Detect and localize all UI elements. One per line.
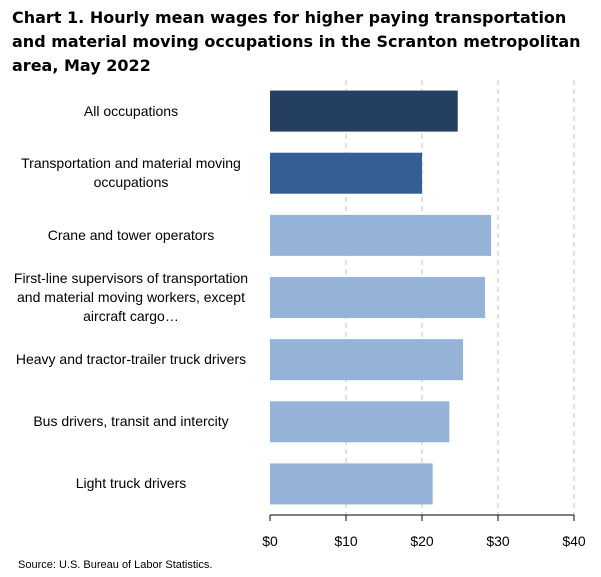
bar-layer — [270, 90, 492, 505]
category-label: Bus drivers, transit and intercity — [33, 413, 229, 430]
x-axis: $0 $10 $20 $30 $40 — [262, 514, 586, 549]
bar — [270, 276, 486, 319]
category-label: Transportation and material moving occup… — [21, 155, 241, 191]
x-tick-label: $0 — [262, 533, 278, 549]
category-label: Heavy and tractor-trailer truck drivers — [15, 351, 247, 368]
bar — [270, 214, 492, 256]
x-tick-label: $30 — [486, 533, 510, 549]
bar — [270, 339, 464, 381]
x-tick-label: $10 — [334, 533, 358, 549]
category-label: Light truck drivers — [75, 475, 187, 492]
x-tick-label: $40 — [562, 533, 586, 549]
category-label: Crane and tower operators — [47, 226, 215, 243]
x-tick-label: $20 — [410, 533, 434, 549]
category-label: All occupations — [83, 102, 179, 119]
bar — [270, 463, 433, 505]
bar — [270, 152, 422, 194]
bar — [270, 90, 458, 132]
chart-title: Chart 1. Hourly mean wages for higher pa… — [12, 8, 581, 75]
chart-source: Source: U.S. Bureau of Labor Statistics. — [18, 559, 213, 571]
category-label: First-line supervisors of transportation… — [13, 269, 249, 324]
bar — [270, 401, 450, 443]
